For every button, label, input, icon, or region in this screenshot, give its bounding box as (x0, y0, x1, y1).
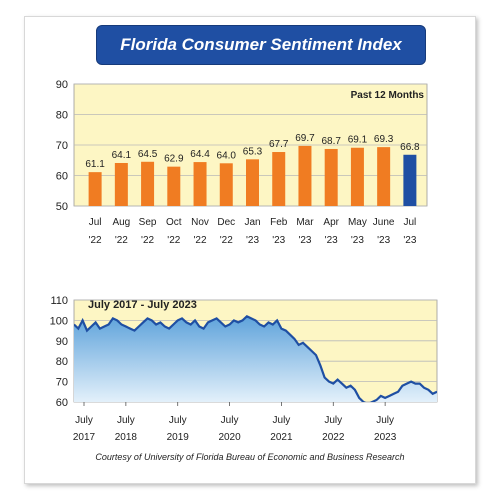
area-y-tick-label: 100 (50, 315, 68, 327)
area-x-tick-label: July (221, 415, 239, 426)
bar-value-label: 64.1 (112, 150, 132, 161)
bar-x-tick-label: '23 (298, 235, 311, 246)
area-x-tick-label: July (169, 415, 187, 426)
bar (272, 152, 286, 206)
bar-y-tick-label: 90 (56, 79, 68, 91)
bar-x-tick-label: Aug (112, 217, 130, 228)
bar (114, 162, 128, 206)
bar (167, 166, 181, 206)
area-fill (74, 316, 437, 402)
area-x-tick-label: July (75, 415, 93, 426)
bar-x-tick-label: '23 (351, 235, 364, 246)
bar-x-tick-label: '23 (272, 235, 285, 246)
area-y-tick-label: 70 (56, 377, 68, 389)
bar-value-label: 68.7 (321, 136, 341, 147)
bar (141, 161, 155, 206)
bar-y-tick-label: 50 (56, 201, 68, 213)
bar-x-tick-label: Mar (296, 217, 314, 228)
bar-x-tick-label: June (373, 217, 395, 228)
bar-x-tick-label: '23 (377, 235, 390, 246)
bar-x-tick-label: Nov (191, 217, 209, 228)
bar-x-tick-label: '22 (89, 235, 102, 246)
area-y-tick-label: 80 (56, 356, 68, 368)
area-x-tick-label: 2022 (322, 432, 345, 443)
bar-value-label: 64.4 (190, 149, 210, 160)
bar (403, 154, 417, 206)
bar-x-tick-label: Dec (217, 217, 235, 228)
bar-x-tick-label: Feb (270, 217, 288, 228)
area-y-tick-label: 90 (56, 336, 68, 348)
bar-x-tick-label: '22 (141, 235, 154, 246)
bar-x-tick-label: '23 (246, 235, 259, 246)
bar-x-tick-label: '22 (194, 235, 207, 246)
bar-value-label: 69.3 (374, 134, 394, 145)
bar-value-label: 66.8 (400, 142, 420, 153)
bar-value-label: 64.5 (138, 149, 158, 160)
bar-annotation: Past 12 Months (351, 90, 425, 101)
bar-x-tick-label: May (348, 217, 367, 228)
area-x-tick-label: 2020 (218, 432, 241, 443)
bar-y-tick-label: 70 (56, 140, 68, 152)
bar-x-tick-label: Jul (403, 217, 416, 228)
bar-x-tick-label: Sep (139, 217, 157, 228)
bar (324, 148, 338, 206)
bar-x-tick-label: '22 (220, 235, 233, 246)
bar-x-tick-label: '23 (325, 235, 338, 246)
area-x-tick-label: July (376, 415, 394, 426)
bar (298, 145, 312, 206)
bar (88, 172, 102, 206)
bar-y-tick-label: 60 (56, 171, 68, 183)
bar-value-label: 65.3 (243, 146, 263, 157)
bar (377, 147, 391, 206)
bar-x-tick-label: Oct (166, 217, 182, 228)
bar (350, 147, 364, 206)
bar-value-label: 69.1 (348, 135, 368, 146)
bar-value-label: 64.0 (217, 150, 237, 161)
bar-value-label: 62.9 (164, 154, 184, 165)
bar-x-tick-label: Jan (244, 217, 260, 228)
bar (193, 162, 207, 206)
bar (246, 159, 259, 206)
bar-y-tick-label: 80 (56, 110, 68, 122)
area-x-tick-label: July (324, 415, 342, 426)
bar-value-label: 69.7 (295, 133, 315, 144)
area-x-tick-label: 2018 (115, 432, 138, 443)
area-x-tick-label: 2017 (73, 432, 96, 443)
area-x-tick-label: 2019 (167, 432, 190, 443)
bar-x-tick-label: Apr (323, 217, 339, 228)
bar-x-tick-label: '22 (115, 235, 128, 246)
bar-x-tick-label: Jul (89, 217, 102, 228)
area-y-tick-label: 110 (50, 295, 68, 307)
bar-x-tick-label: '23 (403, 235, 416, 246)
bar-value-label: 67.7 (269, 139, 289, 150)
bar (219, 163, 233, 206)
area-x-tick-label: 2021 (270, 432, 293, 443)
area-series-line (74, 314, 437, 402)
bar-value-label: 61.1 (85, 159, 105, 170)
bar-x-tick-label: '22 (167, 235, 180, 246)
chart-title: Florida Consumer Sentiment Index (96, 25, 426, 65)
source-credit: Courtesy of University of Florida Bureau… (95, 452, 405, 462)
area-x-tick-label: July (273, 415, 291, 426)
area-y-tick-label: 60 (56, 397, 68, 409)
area-annotation: July 2017 - July 2023 (88, 299, 197, 311)
area-x-tick-label: July (117, 415, 135, 426)
area-x-tick-label: 2023 (374, 432, 397, 443)
